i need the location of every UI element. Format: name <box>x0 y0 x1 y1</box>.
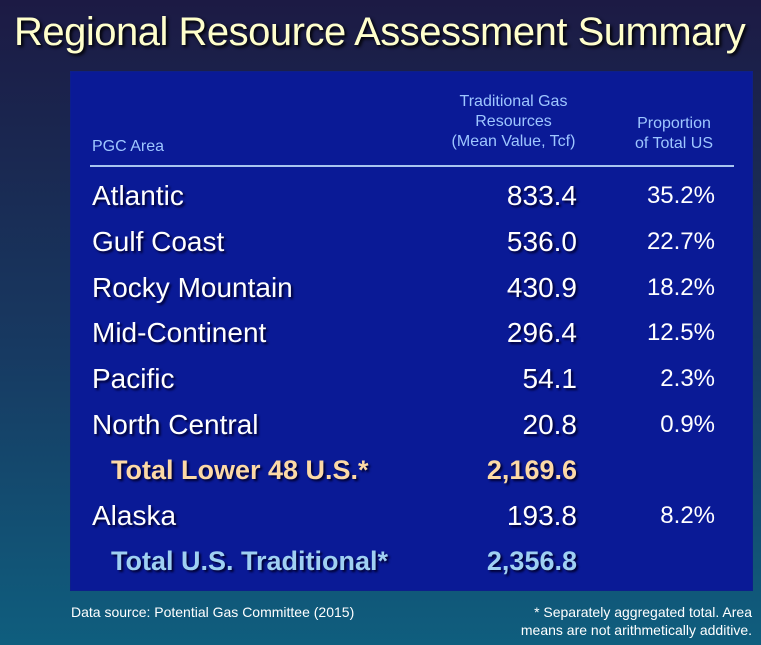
table-row-atlantic: Atlantic 833.4 35.2% <box>71 174 752 218</box>
area-name: Atlantic <box>92 180 184 211</box>
proportion-value: 12.5% <box>646 319 715 346</box>
area-name: North Central <box>92 409 259 440</box>
proportion-value: 35.2% <box>646 182 715 209</box>
total-value: 2,356.8 <box>486 546 577 576</box>
table-row-total-lower-48: Total Lower 48 U.S.* 2,169.6 <box>71 448 752 492</box>
resource-value: 193.8 <box>506 500 577 531</box>
slide-title: Regional Resource Assessment Summary <box>14 10 746 54</box>
proportion-value: 18.2% <box>646 274 715 301</box>
proportion-value: 8.2% <box>660 502 715 529</box>
header-proportion-line-2: of Total US <box>635 135 713 152</box>
area-name: Rocky Mountain <box>92 272 293 303</box>
table-row-total-us: Total U.S. Traditional* 2,356.8 <box>71 539 752 583</box>
table-row-mid-continent: Mid-Continent 296.4 12.5% <box>71 311 752 355</box>
header-gas-line-1: Traditional Gas <box>459 93 568 110</box>
resource-value: 20.8 <box>522 409 578 440</box>
aggregation-footnote: * Separately aggregated total. Area mean… <box>452 603 752 639</box>
resource-table: PGC Area Traditional Gas Resources (Mean… <box>71 72 752 590</box>
resource-value: 296.4 <box>506 317 577 348</box>
table-row-rocky-mountain: Rocky Mountain 430.9 18.2% <box>71 266 752 310</box>
total-value: 2,169.6 <box>486 455 577 485</box>
total-label: Total U.S. Traditional* <box>111 546 389 576</box>
resource-value: 536.0 <box>506 226 577 257</box>
table-row-pacific: Pacific 54.1 2.3% <box>71 357 752 401</box>
area-name: Alaska <box>92 500 177 531</box>
area-name: Gulf Coast <box>92 226 225 257</box>
footnote-line-2: means are not arithmetically additive. <box>520 622 752 638</box>
resource-value: 54.1 <box>522 363 578 394</box>
header-gas-line-3: (Mean Value, Tcf) <box>451 133 576 150</box>
proportion-value: 0.9% <box>660 411 715 438</box>
area-name: Pacific <box>92 363 175 394</box>
total-label: Total Lower 48 U.S.* <box>111 455 369 485</box>
header-gas-resources: Traditional Gas Resources (Mean Value, T… <box>431 92 596 152</box>
header-divider <box>90 165 734 167</box>
header-pgc-area: PGC Area <box>92 138 165 155</box>
footnote-line-1: * Separately aggregated total. Area <box>534 604 752 620</box>
proportion-value: 2.3% <box>660 365 715 392</box>
header-gas-line-2: Resources <box>475 113 552 130</box>
table-row-alaska: Alaska 193.8 8.2% <box>71 494 752 538</box>
resource-value: 430.9 <box>506 272 577 303</box>
data-source-note: Data source: Potential Gas Committee (20… <box>71 604 355 620</box>
header-proportion: Proportion of Total US <box>623 114 725 154</box>
header-proportion-line-1: Proportion <box>637 115 711 132</box>
table-row-north-central: North Central 20.8 0.9% <box>71 403 752 447</box>
table-row-gulf-coast: Gulf Coast 536.0 22.7% <box>71 220 752 264</box>
resource-value: 833.4 <box>506 180 577 211</box>
proportion-value: 22.7% <box>646 228 715 255</box>
area-name: Mid-Continent <box>92 317 267 348</box>
